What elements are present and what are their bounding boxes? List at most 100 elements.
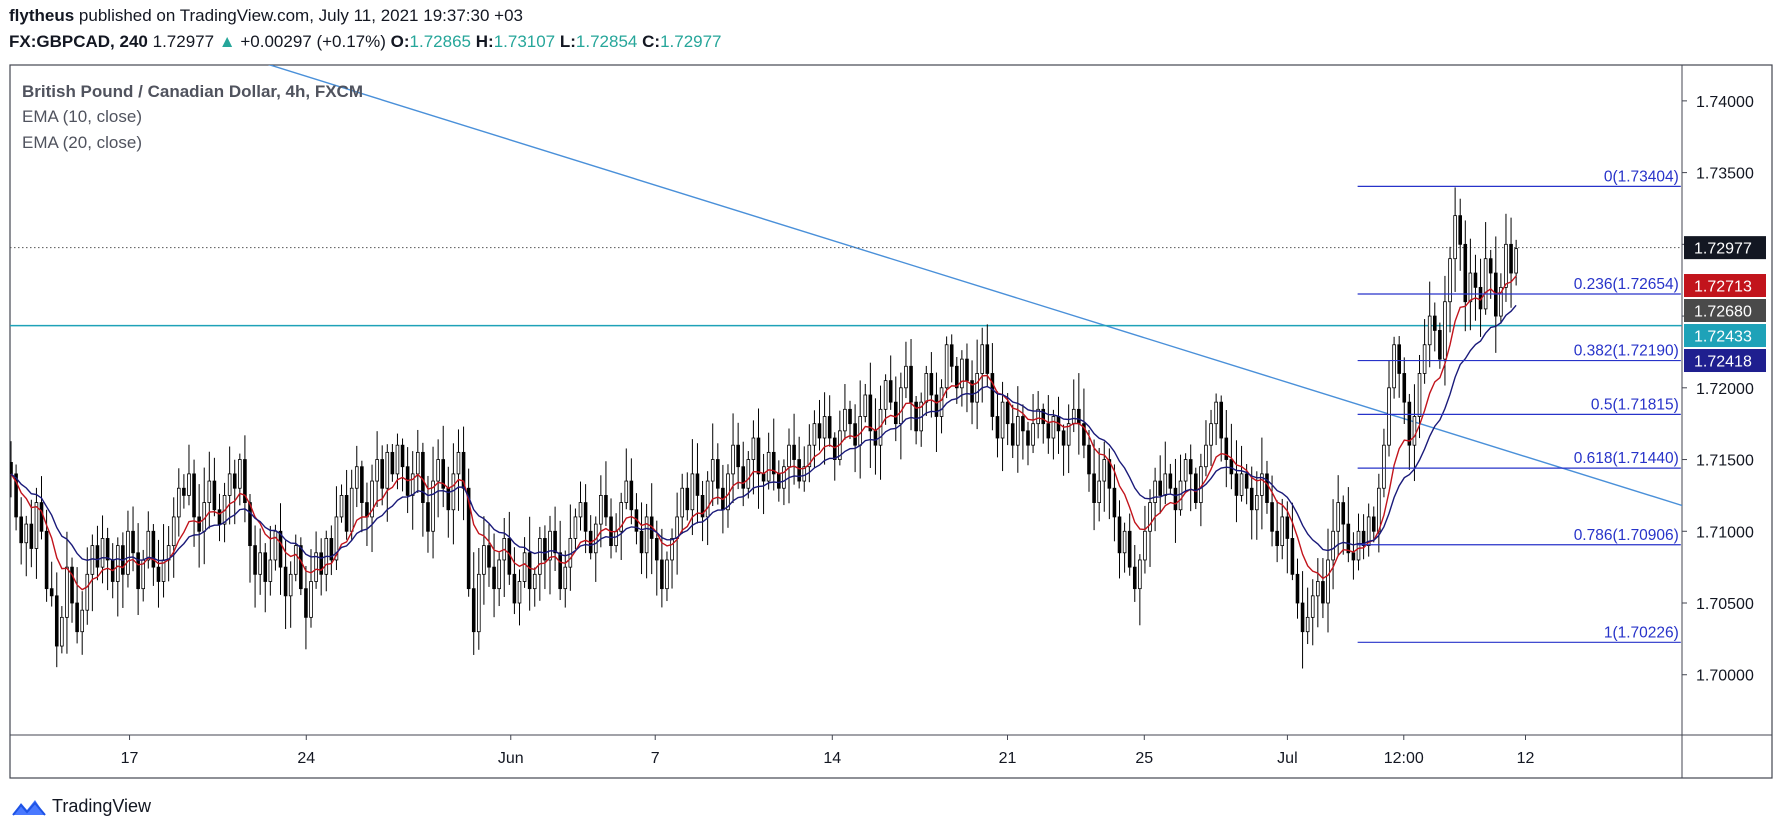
- candle-body: [492, 566, 496, 590]
- candle-body: [777, 473, 781, 489]
- candle-body: [482, 545, 486, 575]
- candle-body: [1341, 502, 1346, 525]
- ema-10-line: [10, 275, 1517, 591]
- candle-body: [1387, 387, 1391, 446]
- candle-body: [1377, 487, 1381, 532]
- candle-body: [543, 538, 547, 561]
- candle-body: [370, 480, 374, 518]
- tradingview-logo-icon: [12, 799, 46, 816]
- candle-body: [1173, 487, 1178, 511]
- fib-level-label: 0.5(1.71815): [1591, 396, 1679, 413]
- price-label-box: [1684, 299, 1766, 323]
- candle-body: [548, 530, 552, 561]
- candle-body: [1158, 480, 1162, 496]
- candle-body: [360, 466, 364, 503]
- price-tick-label: 1.72000: [1696, 381, 1754, 398]
- candle-body: [716, 459, 720, 489]
- candle-body: [1036, 408, 1040, 425]
- candle-body: [410, 473, 415, 496]
- candle-body: [1219, 401, 1224, 439]
- price-chart[interactable]: 0(1.73404) 0.236(1.72654) 0.382(1.72190) 0.…: [0, 0, 1783, 790]
- candle-body: [710, 459, 715, 482]
- chart-legend: British Pound / Canadian Dollar, 4h, FXC…: [22, 82, 363, 152]
- candle-body: [1163, 473, 1168, 496]
- candle-body: [1051, 416, 1056, 439]
- candle-body: [95, 545, 100, 568]
- candle-body: [624, 480, 629, 503]
- candle-body: [1046, 423, 1051, 439]
- tradingview-brand[interactable]: TradingView: [12, 796, 151, 817]
- candle-body: [660, 559, 664, 590]
- candle-body: [187, 473, 191, 496]
- high-label: H:: [475, 32, 494, 51]
- candle-body: [1087, 444, 1091, 475]
- candle-body: [1026, 430, 1030, 446]
- candle-body: [1260, 473, 1264, 496]
- candle-body: [1432, 315, 1437, 331]
- fib-level-label: 0(1.73404): [1604, 168, 1679, 185]
- candle-body: [532, 573, 537, 590]
- candle-body: [1371, 516, 1376, 532]
- candle-body: [1295, 573, 1300, 604]
- price-axis[interactable]: 1.740001.735001.730001.725001.720001.715…: [1682, 94, 1754, 685]
- candle-body: [80, 609, 84, 633]
- candle-body: [939, 387, 944, 417]
- candle-body: [1366, 516, 1371, 547]
- candle-body: [639, 530, 644, 554]
- candle-body: [1483, 258, 1488, 310]
- candle-body: [1412, 416, 1417, 446]
- candle-body: [299, 545, 303, 590]
- time-tick-label: 25: [1135, 750, 1153, 767]
- candle-body: [756, 437, 761, 475]
- candle-body: [904, 365, 908, 389]
- candle-body: [436, 459, 440, 482]
- candle-body: [421, 451, 425, 503]
- candle-body: [1514, 248, 1518, 274]
- candle-body: [253, 545, 257, 575]
- candle-body: [654, 538, 659, 561]
- time-axis[interactable]: 17 24 Jun 7 14 21 25 Jul 12:00 12: [121, 735, 1535, 767]
- candle-body: [24, 523, 29, 544]
- candle-body: [522, 552, 527, 582]
- candle-body: [787, 444, 791, 468]
- time-tick-label: 24: [297, 750, 315, 767]
- candle-body: [1417, 373, 1422, 417]
- candle-body: [827, 416, 832, 439]
- candle-body: [90, 545, 95, 575]
- candle-body: [426, 502, 430, 532]
- candle-body: [70, 566, 74, 604]
- candle-body: [146, 530, 151, 561]
- candle-body: [344, 495, 349, 532]
- candle-body: [1488, 258, 1493, 274]
- candle-body: [1122, 530, 1127, 554]
- candle-body: [1092, 473, 1096, 503]
- candle-body: [782, 466, 786, 489]
- plot-area[interactable]: 0(1.73404) 0.236(1.72654) 0.382(1.72190) 0.…: [10, 61, 1682, 669]
- time-tick-label: 12:00: [1384, 750, 1424, 767]
- candle-body: [1361, 530, 1366, 547]
- candle-body: [985, 344, 990, 374]
- author-name[interactable]: flytheus: [9, 6, 75, 25]
- published-text: published on TradingView.com, July 11, 2…: [78, 6, 523, 25]
- candle-body: [278, 530, 283, 568]
- candle-body: [1326, 559, 1330, 604]
- ohlc-line: FX:GBPCAD, 240 1.72977 ▲ +0.00297 (+0.17…: [9, 32, 722, 52]
- candle-body: [126, 530, 130, 575]
- candle-body: [1016, 416, 1020, 446]
- candle-body: [131, 530, 135, 554]
- candle-body: [395, 444, 400, 475]
- candle-body: [558, 552, 562, 590]
- candle-body: [965, 358, 969, 382]
- time-tick-label: 12: [1517, 750, 1535, 767]
- candle-body: [817, 423, 822, 439]
- candle-body: [431, 480, 435, 532]
- candle-body: [380, 459, 385, 489]
- legend-title: British Pound / Canadian Dollar, 4h, FXC…: [22, 82, 363, 101]
- candle-body: [1463, 243, 1468, 303]
- candle-body: [1168, 473, 1173, 489]
- descending-trendline: [267, 65, 1682, 507]
- candle-body: [1356, 530, 1361, 561]
- candle-body: [1117, 516, 1122, 554]
- candle-body: [54, 595, 59, 647]
- candle-body: [238, 459, 242, 489]
